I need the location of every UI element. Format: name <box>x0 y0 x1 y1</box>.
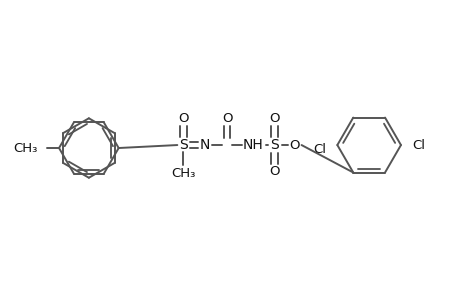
Text: CH₃: CH₃ <box>171 167 195 180</box>
Text: S: S <box>270 138 279 152</box>
Text: O: O <box>269 165 280 178</box>
Text: O: O <box>178 112 188 125</box>
Text: N: N <box>200 138 210 152</box>
Text: O: O <box>269 112 280 125</box>
Text: S: S <box>179 138 187 152</box>
Text: O: O <box>221 112 232 125</box>
Text: Cl: Cl <box>312 142 325 155</box>
Text: Cl: Cl <box>411 139 425 152</box>
Text: NH: NH <box>242 138 263 152</box>
Text: O: O <box>289 139 299 152</box>
Text: CH₃: CH₃ <box>13 142 37 154</box>
